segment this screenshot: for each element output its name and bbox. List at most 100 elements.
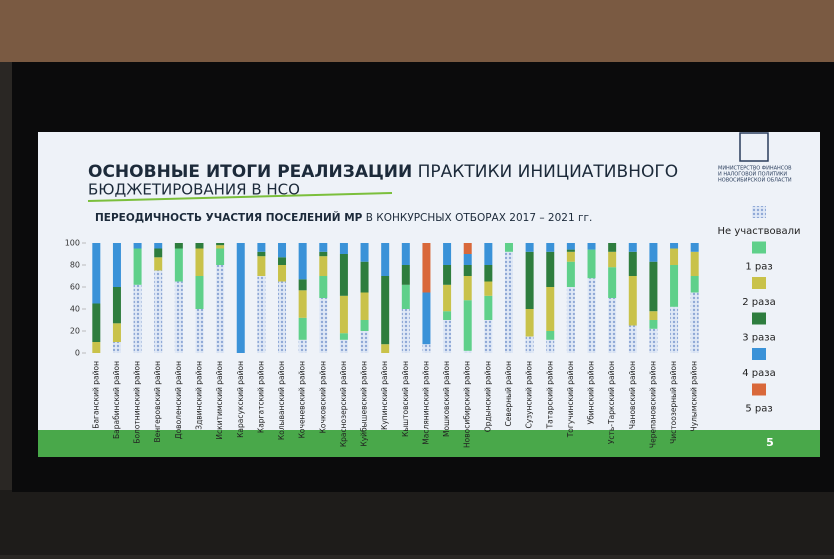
bar-segment [546, 251, 555, 287]
x-tick-label: Чистоозерный район [669, 361, 678, 444]
bar-segment [339, 243, 348, 254]
bar-segment [463, 254, 472, 265]
bar-segment [587, 278, 596, 353]
legend-swatch [752, 383, 766, 396]
bar-segment [443, 284, 452, 312]
bar-segment [195, 309, 204, 353]
bar-segment [401, 284, 410, 309]
x-tick-label: Северный район [504, 361, 513, 427]
bar-segment [504, 251, 513, 353]
bar-segment [236, 243, 245, 353]
bar-segment [195, 248, 204, 276]
bar-segment [649, 243, 658, 262]
bar-segment [608, 243, 617, 252]
legend-swatch [752, 277, 766, 289]
bar-segment [525, 336, 534, 353]
title-underline [87, 192, 393, 202]
bar-segment [690, 251, 699, 276]
bar-segment [422, 243, 431, 293]
bar-segment [649, 328, 658, 353]
legend-swatch [752, 312, 766, 325]
y-tick-label: 0 [75, 349, 80, 358]
bar-segment [670, 243, 679, 249]
bar-segment [401, 265, 410, 285]
y-tick-label: 80 [70, 261, 80, 270]
bar-segment [154, 243, 163, 249]
bar-segment [339, 333, 348, 340]
x-tick-label: Усть-Таркский район [607, 361, 616, 444]
bar-segment [546, 243, 555, 252]
bar-segment [112, 243, 121, 287]
bar-segment [195, 243, 204, 249]
bar-segment [195, 276, 204, 309]
x-tick-label: Купинский район [380, 361, 389, 430]
bar-segment [216, 248, 225, 265]
x-tick-label: Здвинский район [194, 361, 203, 430]
bar-segment [566, 249, 575, 252]
x-tick-label: Тогучинский район [566, 361, 575, 438]
bar-segment [257, 276, 266, 353]
bar-segment [443, 320, 452, 353]
x-tick-label: Татарский район [545, 361, 554, 430]
bar-segment [690, 292, 699, 353]
bar-segment [463, 350, 472, 353]
bar-segment [278, 265, 287, 282]
bar-segment [92, 342, 101, 353]
bar-segment [133, 284, 142, 353]
bar-segment [319, 251, 328, 257]
x-tick-label: Венгеровский район [153, 361, 162, 443]
bar-segment [443, 265, 452, 285]
bar-segment [484, 243, 493, 265]
bar-segment [174, 281, 183, 353]
bar-segment [463, 300, 472, 351]
bar-segment [133, 243, 142, 249]
bar-segment [628, 243, 637, 252]
bar-segment [278, 243, 287, 258]
bar-segment [298, 243, 307, 280]
bar-segment [484, 281, 493, 296]
bar-segment [360, 261, 369, 293]
x-tick-label: Барабинский район [112, 361, 121, 439]
x-tick-label: Чулымский район [690, 361, 699, 432]
chart-title-regular: В КОНКУРСНЫХ ОТБОРАХ 2017 – 2021 гг. [366, 212, 593, 224]
bar-segment [92, 303, 101, 342]
y-tick-label: 40 [70, 305, 80, 314]
bar-segment [319, 276, 328, 298]
bar-segment [360, 292, 369, 320]
bar-segment [112, 323, 121, 342]
bar-segment [319, 256, 328, 276]
x-tick-label: Кочковский район [318, 361, 327, 433]
legend-label: 4 раза [742, 368, 775, 379]
legend-label: 5 раз [745, 404, 772, 415]
bar-segment [133, 248, 142, 285]
bar-segment [463, 265, 472, 276]
wall [0, 0, 834, 62]
x-tick-label: Болотнинский район [133, 361, 142, 444]
bar-segment [339, 295, 348, 334]
page-number: 5 [766, 436, 774, 449]
bar-segment [360, 243, 369, 262]
legend-swatch [752, 206, 766, 218]
bar-segment [401, 309, 410, 353]
x-tick-label: Маслянинский район [421, 361, 430, 445]
bar-segment [112, 287, 121, 324]
bar-segment [525, 309, 534, 337]
bar-segment [422, 292, 431, 345]
bar-segment [463, 243, 472, 254]
bar-segment [381, 276, 390, 345]
x-tick-label: Черепановский район [648, 361, 657, 448]
bar-segment [484, 320, 493, 353]
bar-segment [339, 339, 348, 353]
x-tick-label: Сузунский район [525, 361, 534, 429]
bar-segment [566, 261, 575, 287]
bar-segment [174, 248, 183, 282]
bar-segment [278, 281, 287, 353]
chart: 0 20 40 60 80 100 Баганский район Барабинский р… [65, 206, 801, 448]
bar-segment [628, 276, 637, 326]
bar-segment [360, 331, 369, 353]
title-regular: ПРАКТИКИ ИНИЦИАТИВНОГО [418, 162, 678, 182]
bar-segment [443, 311, 452, 320]
bar-segment [608, 298, 617, 353]
